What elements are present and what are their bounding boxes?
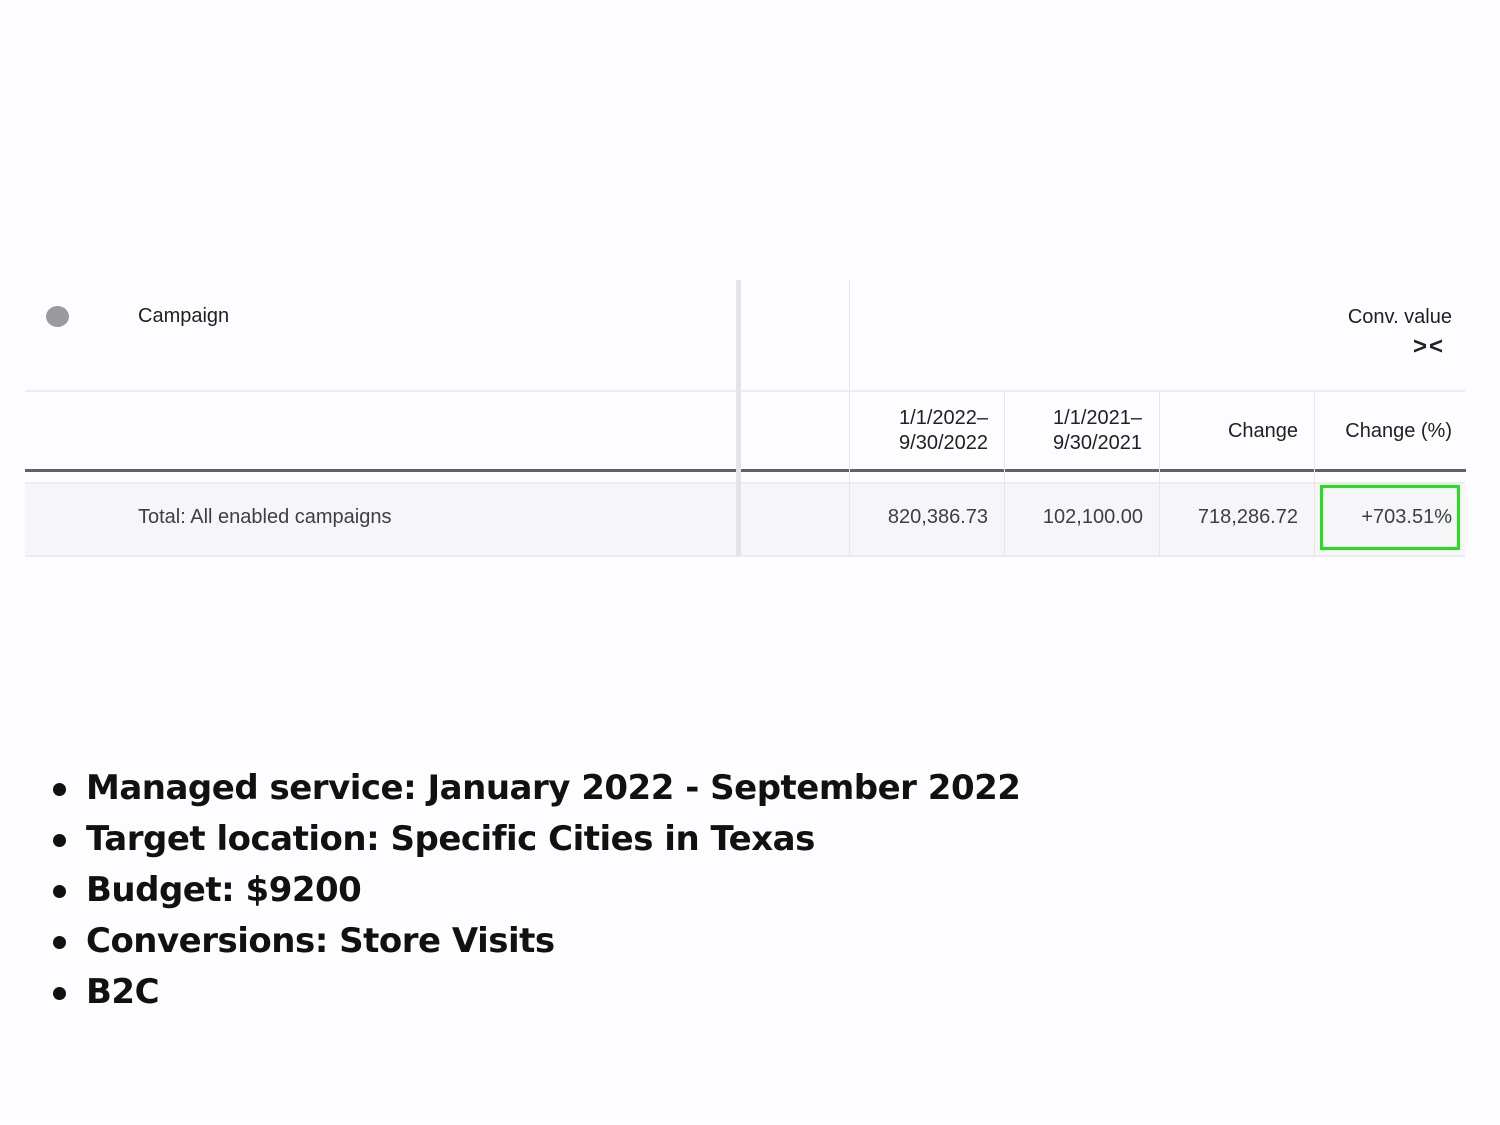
column-divider xyxy=(849,280,850,556)
bullet-budget: Budget: $9200 xyxy=(50,867,1020,918)
column-divider xyxy=(1314,392,1315,556)
status-dot-icon[interactable] xyxy=(46,306,69,327)
column-header-change-percent[interactable]: Change (%) xyxy=(1345,420,1452,442)
header-line: 1/1/2021– xyxy=(1053,407,1142,429)
total-current-value: 820,386.73 xyxy=(887,506,988,528)
column-divider xyxy=(1159,392,1160,556)
bullet-target-location: Target location: Specific Cities in Texa… xyxy=(50,816,1020,867)
total-row-label: Total: All enabled campaigns xyxy=(138,506,392,528)
bullet-conversions: Conversions: Store Visits xyxy=(50,918,1020,969)
collapse-arrows-icon[interactable]: >< xyxy=(1413,333,1446,360)
column-header-previous-period[interactable]: 1/1/2021– 9/30/2021 xyxy=(1005,406,1142,456)
column-resize-divider[interactable] xyxy=(736,280,741,556)
header-line: 9/30/2021 xyxy=(1053,432,1142,454)
bullet-icon xyxy=(53,783,66,796)
bullet-b2c: B2C xyxy=(50,969,1020,1020)
bullet-icon xyxy=(53,987,66,1000)
header-divider xyxy=(25,390,1465,392)
total-row xyxy=(25,482,1465,557)
bullet-icon xyxy=(53,885,66,898)
summary-bullet-list: Managed service: January 2022 - Septembe… xyxy=(50,765,1021,1020)
bullet-managed-service: Managed service: January 2022 - Septembe… xyxy=(50,765,1021,816)
campaign-column-header[interactable]: Campaign xyxy=(138,305,230,327)
bullet-text: Conversions: Store Visits xyxy=(86,921,555,961)
total-change-percent: +703.51% xyxy=(1361,506,1452,528)
header-bottom-border xyxy=(25,469,1466,472)
total-change-value: 718,286.72 xyxy=(1197,506,1298,528)
bullet-icon xyxy=(53,834,66,847)
bullet-icon xyxy=(53,936,66,949)
bullet-text: Managed service: January 2022 - Septembe… xyxy=(86,768,1021,808)
column-header-current-period[interactable]: 1/1/2022– 9/30/2022 xyxy=(850,406,988,456)
highlight-box xyxy=(1320,485,1460,550)
header-line: 9/30/2022 xyxy=(899,432,988,454)
total-previous-value: 102,100.00 xyxy=(1042,506,1143,528)
header-line: 1/1/2022– xyxy=(899,407,988,429)
bullet-text: B2C xyxy=(86,972,160,1012)
column-header-change[interactable]: Change xyxy=(1227,420,1298,442)
bullet-text: Target location: Specific Cities in Texa… xyxy=(86,819,815,859)
bullet-text: Budget: $9200 xyxy=(86,870,362,910)
column-divider xyxy=(1004,392,1005,556)
conv-value-header[interactable]: Conv. value xyxy=(1347,306,1452,328)
